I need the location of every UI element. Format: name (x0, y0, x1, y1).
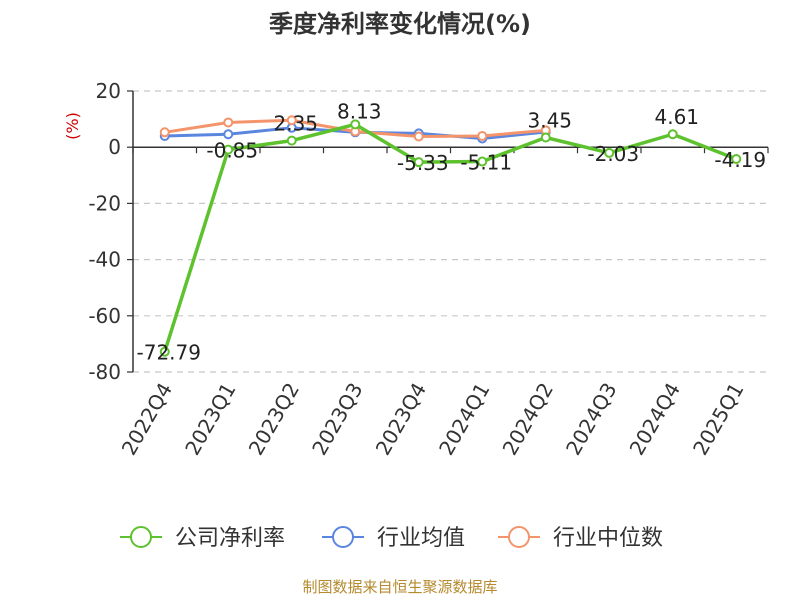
data-point[interactable] (223, 129, 234, 140)
data-labels: -72.79 -0.85 2.35 8.13 -5.33 -5.11 3.45 -2.03 4.… (137, 99, 767, 364)
data-label: 8.13 (337, 99, 382, 123)
data-point[interactable] (604, 147, 615, 158)
y-tick-label: -40 (88, 248, 121, 272)
data-label: -2.03 (587, 142, 639, 166)
series-lines (159, 115, 742, 357)
x-tick-label: 2025Q1 (688, 379, 748, 460)
y-tick-label: -20 (88, 191, 121, 215)
data-point[interactable] (350, 119, 361, 130)
data-label: 2.35 (273, 112, 318, 136)
data-point[interactable] (667, 129, 678, 140)
data-label: -5.11 (460, 151, 512, 175)
data-point[interactable] (286, 135, 297, 146)
data-label: -4.19 (714, 148, 766, 172)
legend-marker[interactable] (508, 526, 530, 548)
x-tick-label: 2024Q4 (625, 379, 685, 460)
data-label: -72.79 (137, 341, 201, 365)
x-tick-label: 2023Q1 (180, 379, 240, 460)
series-line (163, 122, 737, 353)
y-tick-label: 20 (96, 79, 121, 103)
data-point[interactable] (223, 144, 234, 155)
y-tick-label: 0 (108, 135, 121, 159)
legend-marker[interactable] (130, 526, 152, 548)
data-point[interactable] (413, 157, 424, 168)
x-tick-label: 2023Q3 (307, 379, 367, 460)
data-label: 4.61 (654, 105, 699, 129)
data-point[interactable] (286, 115, 297, 126)
data-point[interactable] (731, 153, 742, 164)
x-tick-label: 2022Q4 (117, 379, 177, 460)
y-tick-label: -60 (88, 304, 121, 328)
legend-label[interactable]: 行业均值 (377, 526, 465, 551)
y-axis-unit-label: (%) (63, 112, 82, 140)
data-point[interactable] (159, 346, 170, 357)
x-tick-label: 2024Q2 (498, 379, 558, 460)
source-note: 制图数据来自恒生聚源数据库 (302, 578, 497, 596)
x-tick-label: 2024Q1 (434, 379, 494, 460)
x-tick-label: 2024Q3 (561, 379, 621, 460)
y-tick-label: -80 (88, 360, 121, 384)
legend[interactable]: 公司净利率 行业均值 行业中位数 (120, 526, 663, 551)
data-label: 3.45 (527, 109, 572, 133)
data-point[interactable] (223, 117, 234, 128)
data-point[interactable] (159, 127, 170, 138)
data-label: -0.85 (206, 139, 258, 163)
legend-label[interactable]: 公司净利率 (175, 526, 285, 551)
data-label: -5.33 (397, 151, 449, 175)
legend-marker[interactable] (332, 526, 354, 548)
legend-label[interactable]: 行业中位数 (553, 526, 663, 551)
data-point[interactable] (413, 131, 424, 142)
x-tick-label: 2023Q4 (371, 379, 431, 460)
x-tick-label: 2023Q2 (244, 379, 304, 460)
data-point[interactable] (477, 156, 488, 167)
data-point[interactable] (477, 130, 488, 141)
chart-title: 季度净利率变化情况(%) (269, 10, 531, 38)
data-point[interactable] (540, 132, 551, 143)
